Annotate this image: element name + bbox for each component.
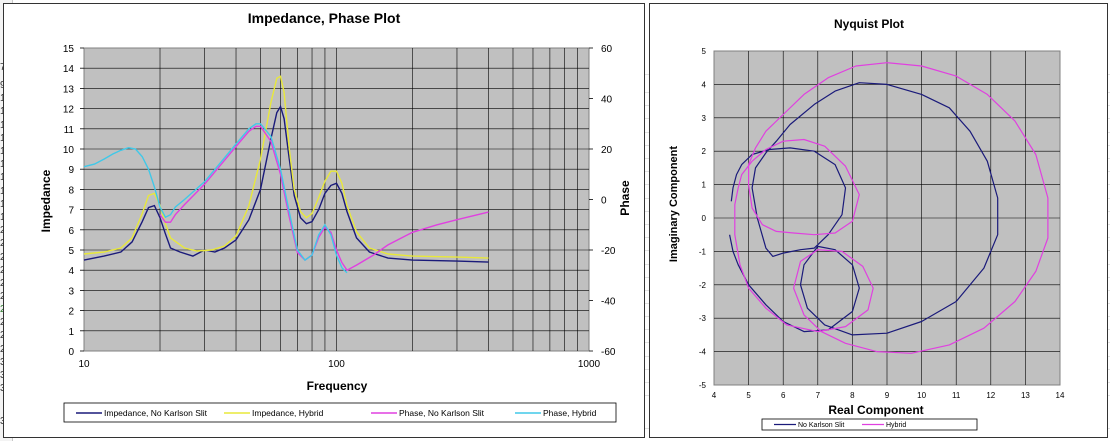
impedance-phase-chart[interactable]: Impedance, Phase Plot Frequency Impedanc… [3, 3, 645, 438]
x-tick-label: 6 [781, 391, 786, 400]
y2-axis-label: Phase [618, 180, 632, 216]
x-tick-label: 13 [1021, 391, 1030, 400]
chart-legend: No Karlson Slit Hybrid [761, 418, 978, 431]
row-number[interactable]: 7 [0, 62, 12, 73]
y-tick-label: 13 [63, 84, 75, 95]
y-tick-label: 2 [702, 147, 707, 156]
y-tick-label: 5 [68, 246, 74, 257]
y-tick-label: 4 [702, 80, 707, 89]
y-tick-label: 1 [68, 327, 74, 338]
nyquist-chart[interactable]: Nyquist Plot Real Component Imaginary Co… [649, 3, 1108, 438]
y-tick-label: 3 [702, 114, 707, 123]
series-line-4 [83, 123, 348, 274]
legend-entry: Impedance, Hybrid [252, 408, 324, 418]
x-tick-label: 7 [816, 391, 821, 400]
y2-tick-label: -60 [601, 347, 616, 358]
legend-entry: No Karlson Slit [798, 422, 844, 429]
y2-tick-label: -40 [601, 297, 616, 308]
y-tick-label: -4 [699, 348, 707, 357]
x-tick-label: 1000 [578, 359, 601, 370]
y-tick-label: 6 [68, 226, 74, 237]
y2-tick-label: -20 [601, 246, 616, 257]
series-line-1 [729, 82, 999, 336]
x-tick-label: 14 [1056, 391, 1065, 400]
y-tick-label: 1 [702, 181, 707, 190]
y2-tick-label: 40 [601, 95, 613, 106]
x-tick-label: 100 [328, 359, 345, 370]
y-tick-label: 0 [702, 214, 707, 223]
y-tick-label: -1 [699, 247, 707, 256]
x-tick-label: 9 [885, 391, 890, 400]
x-tick-label: 12 [986, 391, 995, 400]
legend-entry: Hybrid [886, 422, 906, 429]
y-axis-label: Imaginary Component [668, 146, 680, 262]
y-tick-label: 2 [68, 307, 74, 318]
legend-entry: Phase, No Karlson Slit [399, 408, 485, 418]
y2-tick-label: 60 [601, 44, 613, 55]
y-tick-label: 12 [63, 105, 75, 116]
row-number[interactable]: 9 [0, 80, 12, 91]
y-tick-label: -3 [699, 314, 707, 323]
y-tick-label: 7 [68, 206, 74, 217]
legend-entry: Impedance, No Karlson Slit [104, 408, 208, 418]
y-tick-label: 4 [68, 266, 74, 277]
x-tick-label: 10 [917, 391, 926, 400]
series-line-3 [159, 125, 489, 272]
chart-title: Impedance, Phase Plot [248, 10, 401, 26]
chart-title: Nyquist Plot [834, 17, 904, 31]
y-tick-label: -2 [699, 281, 707, 290]
y2-tick-label: 0 [601, 196, 607, 207]
series-line-1 [83, 104, 489, 263]
y-axis-label: Impedance [39, 169, 53, 232]
y-tick-label: 10 [63, 145, 75, 156]
series-line-2 [734, 62, 1049, 354]
y-tick-label: -5 [699, 381, 707, 390]
x-tick-label: 4 [712, 391, 717, 400]
y-tick-label: 5 [702, 47, 707, 56]
x-axis-label: Real Component [828, 403, 923, 417]
impedance-phase-plot-svg: Impedance, Phase Plot Frequency Impedanc… [39, 10, 632, 423]
y-tick-label: 9 [68, 165, 74, 176]
legend-entry: Phase, Hybrid [543, 408, 597, 418]
y-tick-label: 3 [68, 286, 74, 297]
x-tick-label: 5 [746, 391, 751, 400]
y-tick-label: 14 [63, 64, 75, 75]
y-tick-label: 0 [68, 347, 74, 358]
y2-tick-label: 20 [601, 145, 613, 156]
y-tick-label: 11 [64, 125, 75, 136]
y-tick-label: 8 [68, 185, 74, 196]
legend-box [63, 402, 617, 423]
y-tick-label: 15 [63, 44, 75, 55]
x-tick-label: 11 [952, 391, 961, 400]
x-axis-label: Frequency [307, 379, 368, 393]
series-line-2 [83, 75, 489, 259]
nyquist-plot-svg: Nyquist Plot Real Component Imaginary Co… [668, 17, 1065, 431]
x-tick-label: 10 [78, 359, 90, 370]
chart-legend: Impedance, No Karlson Slit Impedance, Hyb… [63, 402, 617, 423]
x-tick-label: 8 [850, 391, 855, 400]
